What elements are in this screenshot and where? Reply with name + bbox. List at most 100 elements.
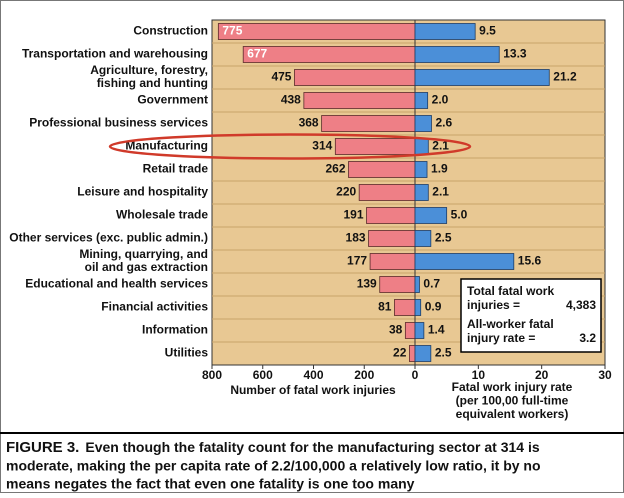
x-tick-label: 0 bbox=[412, 368, 419, 382]
category-label: oil and gas extraction bbox=[85, 260, 208, 274]
x-tick-label: 30 bbox=[598, 368, 612, 382]
bar bbox=[358, 184, 416, 201]
bar bbox=[404, 322, 416, 339]
bar bbox=[414, 276, 420, 293]
value-label: 475 bbox=[271, 70, 291, 84]
axis-title: Fatal work injury rate bbox=[452, 380, 573, 394]
bar bbox=[414, 23, 476, 40]
value-label: 2.5 bbox=[435, 231, 452, 245]
bar bbox=[303, 92, 416, 109]
value-label: 1.9 bbox=[431, 162, 448, 176]
bar bbox=[366, 207, 416, 224]
bar bbox=[294, 69, 416, 86]
value-label: 775 bbox=[222, 24, 242, 38]
highlight bbox=[108, 133, 472, 160]
value-label: 13.3 bbox=[503, 47, 527, 61]
value-label: 139 bbox=[357, 277, 377, 291]
value-label: 0.7 bbox=[423, 277, 440, 291]
value-label: 220 bbox=[336, 185, 356, 199]
annotation-box bbox=[460, 278, 602, 353]
bar bbox=[414, 207, 448, 224]
annotation-text: Total fatal work bbox=[467, 284, 554, 298]
bar bbox=[414, 345, 432, 362]
value-label: 22 bbox=[393, 346, 407, 360]
bar bbox=[409, 345, 416, 362]
axis-title: Number of fatal work injuries bbox=[230, 383, 396, 397]
category-label: Wholesale trade bbox=[116, 208, 208, 222]
category-label: Leisure and hospitality bbox=[77, 185, 208, 199]
bar bbox=[369, 253, 416, 270]
category-label: Construction bbox=[133, 24, 208, 38]
x-tick-label: 10 bbox=[472, 368, 486, 382]
category-label: Utilities bbox=[165, 346, 209, 360]
value-label: 0.9 bbox=[425, 300, 442, 314]
category-label: Financial activities bbox=[101, 300, 208, 314]
bar bbox=[414, 184, 429, 201]
category-label: fishing and hunting bbox=[97, 76, 208, 90]
category-label: Professional business services bbox=[29, 116, 208, 130]
category-label: Mining, quarrying, and bbox=[79, 247, 208, 261]
x-tick-label: 600 bbox=[253, 368, 273, 382]
value-label: 262 bbox=[325, 162, 345, 176]
bar bbox=[348, 161, 416, 178]
value-label: 314 bbox=[312, 139, 332, 153]
value-label: 177 bbox=[347, 254, 367, 268]
category-label: Agriculture, forestry, bbox=[90, 63, 208, 77]
bar bbox=[414, 69, 550, 86]
bar bbox=[414, 322, 425, 339]
value-label: 15.6 bbox=[518, 254, 542, 268]
value-label: 2.1 bbox=[432, 139, 449, 153]
annotation-text: injuries = bbox=[467, 298, 520, 312]
axis-title: equivalent workers) bbox=[456, 407, 569, 421]
annotation-text: All-worker fatal bbox=[467, 317, 554, 331]
bar bbox=[414, 92, 429, 109]
bar bbox=[242, 46, 416, 63]
value-label: 2.1 bbox=[432, 185, 449, 199]
bar bbox=[414, 115, 432, 132]
caption-text: moderate, making the per capita rate of … bbox=[6, 458, 541, 474]
bar bbox=[379, 276, 416, 293]
value-label: 9.5 bbox=[479, 24, 496, 38]
caption-label: FIGURE 3. bbox=[6, 439, 79, 456]
value-label: 1.4 bbox=[428, 323, 445, 337]
category-label: Government bbox=[137, 93, 208, 107]
bar bbox=[334, 138, 416, 155]
value-label: 2.0 bbox=[432, 93, 449, 107]
bar bbox=[414, 299, 422, 316]
category-label: Transportation and warehousing bbox=[22, 47, 208, 61]
value-label: 438 bbox=[281, 93, 301, 107]
bar bbox=[414, 253, 515, 270]
bar bbox=[321, 115, 416, 132]
category-label: Retail trade bbox=[143, 162, 209, 176]
axis-title: (per 100,00 full-time bbox=[456, 394, 569, 408]
value-label: 191 bbox=[344, 208, 364, 222]
annotation-text: injury rate = bbox=[467, 331, 535, 345]
value-label: 81 bbox=[378, 300, 392, 314]
value-label: 2.5 bbox=[435, 346, 452, 360]
x-tick-label: 20 bbox=[535, 368, 549, 382]
bar bbox=[414, 161, 428, 178]
category-label: Educational and health services bbox=[25, 277, 208, 291]
caption-text: means negates the fact that even one fat… bbox=[6, 476, 415, 492]
value-label: 368 bbox=[299, 116, 319, 130]
annotation-value: 3.2 bbox=[579, 331, 596, 345]
bar bbox=[414, 46, 500, 63]
value-label: 21.2 bbox=[553, 70, 577, 84]
caption-text: Even though the fatality count for the m… bbox=[85, 439, 540, 455]
value-label: 5.0 bbox=[451, 208, 468, 222]
x-tick-label: 800 bbox=[202, 368, 222, 382]
value-label: 38 bbox=[389, 323, 403, 337]
bar bbox=[368, 230, 416, 247]
annotation-value: 4,383 bbox=[566, 298, 596, 312]
bar bbox=[414, 138, 429, 155]
x-tick-label: 200 bbox=[354, 368, 374, 382]
value-label: 2.6 bbox=[435, 116, 452, 130]
category-label: Other services (exc. public admin.) bbox=[9, 231, 208, 245]
value-label: 677 bbox=[247, 47, 267, 61]
caption: FIGURE 3. Even though the fatality count … bbox=[6, 439, 540, 456]
value-label: 183 bbox=[346, 231, 366, 245]
bar bbox=[217, 23, 416, 40]
bar bbox=[414, 230, 432, 247]
bar bbox=[394, 299, 416, 316]
